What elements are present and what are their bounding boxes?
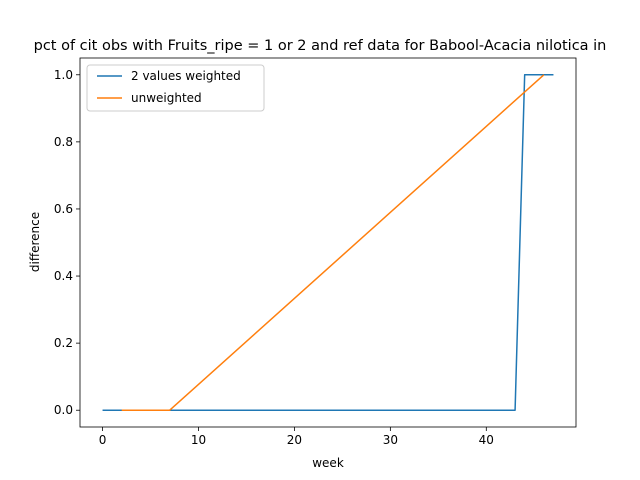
y-axis-label: difference <box>28 212 42 272</box>
y-tick-label: 1.0 <box>54 68 73 82</box>
legend-label: 2 values weighted <box>131 69 241 83</box>
series-line-2 <box>121 74 545 411</box>
legend-label: unweighted <box>131 91 202 105</box>
x-tick-label: 10 <box>191 433 206 447</box>
x-tick-label: 20 <box>287 433 302 447</box>
y-tick-label: 0.2 <box>54 336 73 350</box>
x-tick-label: 40 <box>479 433 494 447</box>
plot-area: 0 10 20 30 40 0.0 0.2 0.4 0.6 0.8 1.0 <box>54 57 577 447</box>
series-line-1 <box>102 74 554 411</box>
y-tick-label: 0.4 <box>54 269 73 283</box>
y-tick-label: 0.6 <box>54 202 73 216</box>
x-axis-label: week <box>312 456 344 470</box>
legend: 2 values weighted unweighted <box>86 64 265 112</box>
chart-title: pct of cit obs with Fruits_ripe = 1 or 2… <box>34 38 607 54</box>
y-tick-label: 0.8 <box>54 135 73 149</box>
y-tick-label: 0.0 <box>54 403 73 417</box>
legend-box <box>86 64 265 112</box>
x-tick-label: 0 <box>99 433 107 447</box>
x-tick-label: 30 <box>383 433 398 447</box>
axes-frame <box>79 57 577 428</box>
